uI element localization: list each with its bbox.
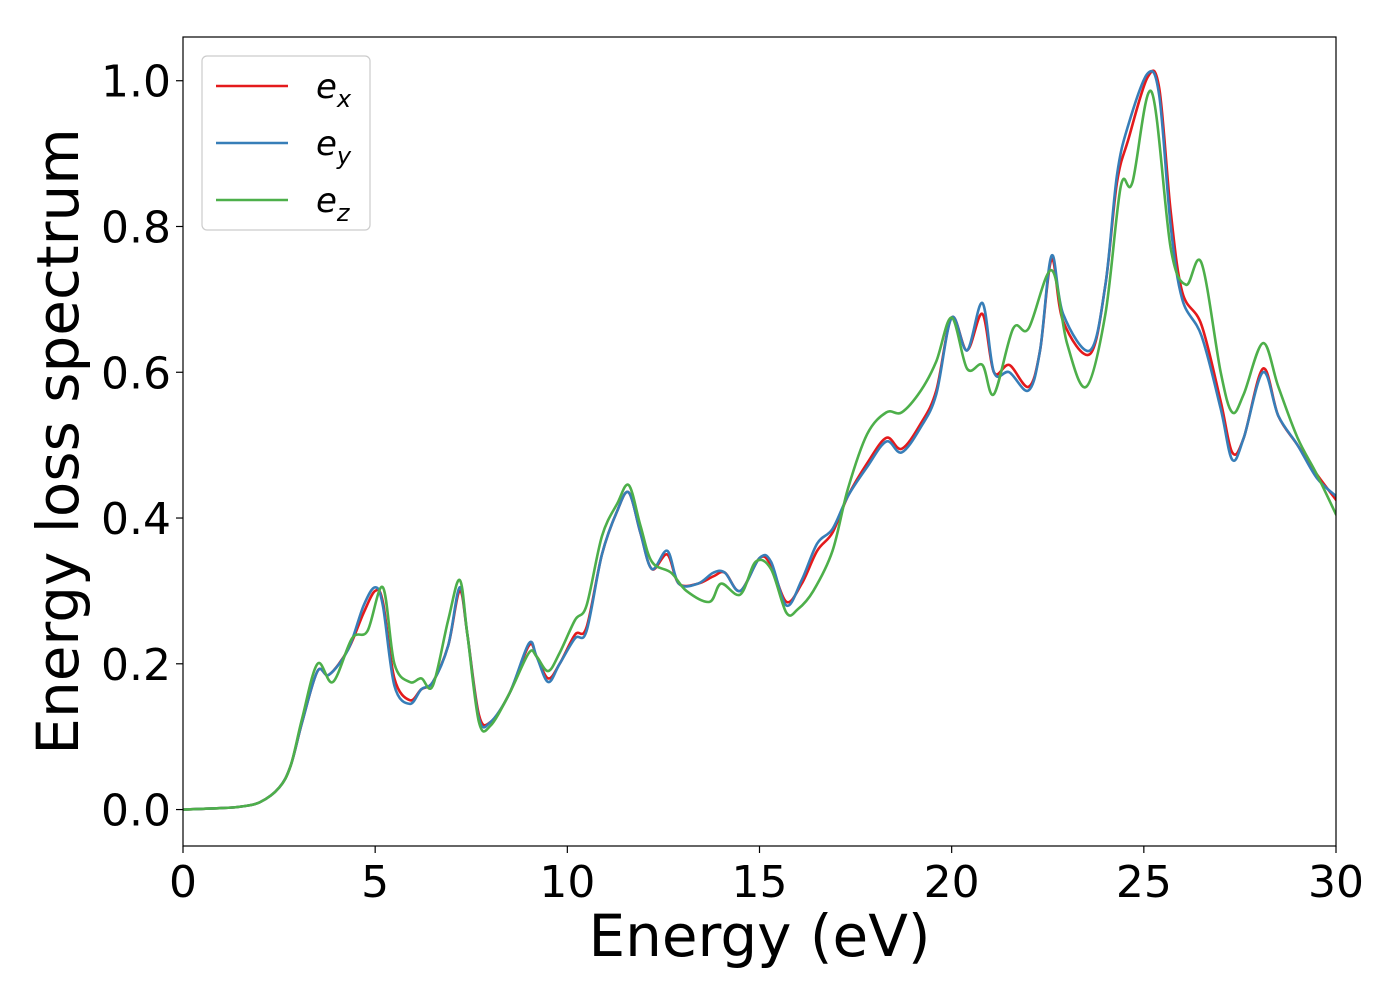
y-tick-label: 0.4 bbox=[101, 494, 171, 545]
y-axis-ticks: 0.0 0.2 0.4 0.6 0.8 1.0 bbox=[101, 57, 183, 837]
series-line-z bbox=[183, 89, 1336, 811]
x-tick-label: 15 bbox=[732, 857, 788, 908]
y-axis-title: Energy loss spectrum bbox=[24, 128, 92, 754]
legend-label: ex bbox=[316, 67, 352, 113]
legend-entry-y: ey bbox=[216, 124, 352, 170]
legend: ex ey ez bbox=[201, 55, 371, 231]
x-tick-label: 5 bbox=[361, 857, 389, 908]
legend-label: ez bbox=[316, 181, 351, 227]
y-tick-label: 0.0 bbox=[101, 786, 171, 837]
x-tick-label: 10 bbox=[539, 857, 595, 908]
x-tick-label: 25 bbox=[1116, 857, 1172, 908]
x-tick-label: 0 bbox=[169, 857, 197, 908]
legend-entry-x: ex bbox=[216, 67, 352, 113]
x-tick-label: 20 bbox=[924, 857, 980, 908]
series-layer bbox=[183, 69, 1336, 811]
legend-label: ey bbox=[316, 124, 352, 170]
legend-entry-z: ez bbox=[216, 181, 351, 227]
series-line-y bbox=[183, 69, 1336, 811]
x-axis-ticks: 0 5 10 15 20 25 30 bbox=[169, 846, 1364, 908]
y-tick-label: 1.0 bbox=[101, 57, 171, 108]
y-tick-label: 0.6 bbox=[101, 348, 171, 399]
x-tick-label: 30 bbox=[1308, 857, 1364, 908]
plot-area bbox=[183, 37, 1336, 846]
y-tick-label: 0.8 bbox=[101, 202, 171, 253]
y-tick-label: 0.2 bbox=[101, 640, 171, 691]
x-axis-title: Energy (eV) bbox=[588, 902, 930, 970]
